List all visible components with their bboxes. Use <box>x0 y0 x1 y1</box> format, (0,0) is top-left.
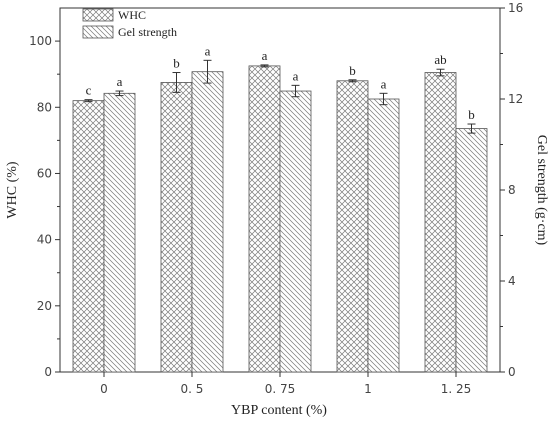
y-tick-label: 0 <box>44 365 52 379</box>
x-tick-label: 1 <box>364 382 372 396</box>
bar-whc <box>160 82 193 373</box>
bar-gel-strength <box>367 98 400 373</box>
significance-label-whc: b <box>173 56 180 71</box>
y-tick-label: 40 <box>37 233 52 247</box>
y-tick-label: 100 <box>29 34 52 48</box>
y2-tick-label: 12 <box>508 92 523 106</box>
significance-label-whc: c <box>86 83 92 98</box>
significance-label-gel-strength: a <box>381 76 387 91</box>
y2-tick-label: 16 <box>508 1 523 15</box>
bar-whc <box>424 72 457 373</box>
y-tick-label: 20 <box>37 299 52 313</box>
x-tick-label: 0. 5 <box>181 382 204 396</box>
bar-gel-strength <box>103 92 136 373</box>
significance-label-gel-strength: a <box>117 74 123 89</box>
significance-label-gel-strength: a <box>293 68 299 83</box>
bar-whc <box>72 100 105 373</box>
significance-label-gel-strength: a <box>205 43 211 58</box>
significance-label-whc: ab <box>434 52 446 67</box>
significance-label-whc: a <box>262 48 268 63</box>
y-axis-title: WHC (%) <box>5 161 20 218</box>
legend-swatch-whc <box>82 8 114 22</box>
y2-tick-label: 8 <box>508 183 516 197</box>
x-tick-label: 0 <box>100 382 108 396</box>
x-tick-label: 1. 25 <box>441 382 472 396</box>
bar-gel-strength <box>279 90 312 373</box>
ticks-layer: 0 20 40 60 80 100 0 4 8 12 16 0 0. 5 0. 75 1 1. 25 <box>29 1 523 396</box>
bar-gel-strength <box>455 128 488 373</box>
bar-whc <box>248 65 281 373</box>
legend-label-gel-strength: Gel strength <box>118 25 177 39</box>
significance-label-gel-strength: b <box>468 107 475 122</box>
bar-gel-strength <box>191 71 224 373</box>
y-tick-label: 60 <box>37 166 52 180</box>
legend: WHC Gel strength <box>82 8 177 39</box>
legend-swatch-gel-strength <box>82 25 114 39</box>
x-axis-title: YBP content (%) <box>231 403 327 418</box>
y2-axis-title: Gel strength (g·cm) <box>534 135 549 246</box>
y-tick-label: 80 <box>37 100 52 114</box>
y2-tick-label: 4 <box>508 274 516 288</box>
y2-tick-label: 0 <box>508 365 516 379</box>
significance-label-whc: b <box>349 63 356 78</box>
x-tick-label: 0. 75 <box>265 382 296 396</box>
legend-label-whc: WHC <box>118 8 146 22</box>
bar-whc <box>336 80 369 373</box>
